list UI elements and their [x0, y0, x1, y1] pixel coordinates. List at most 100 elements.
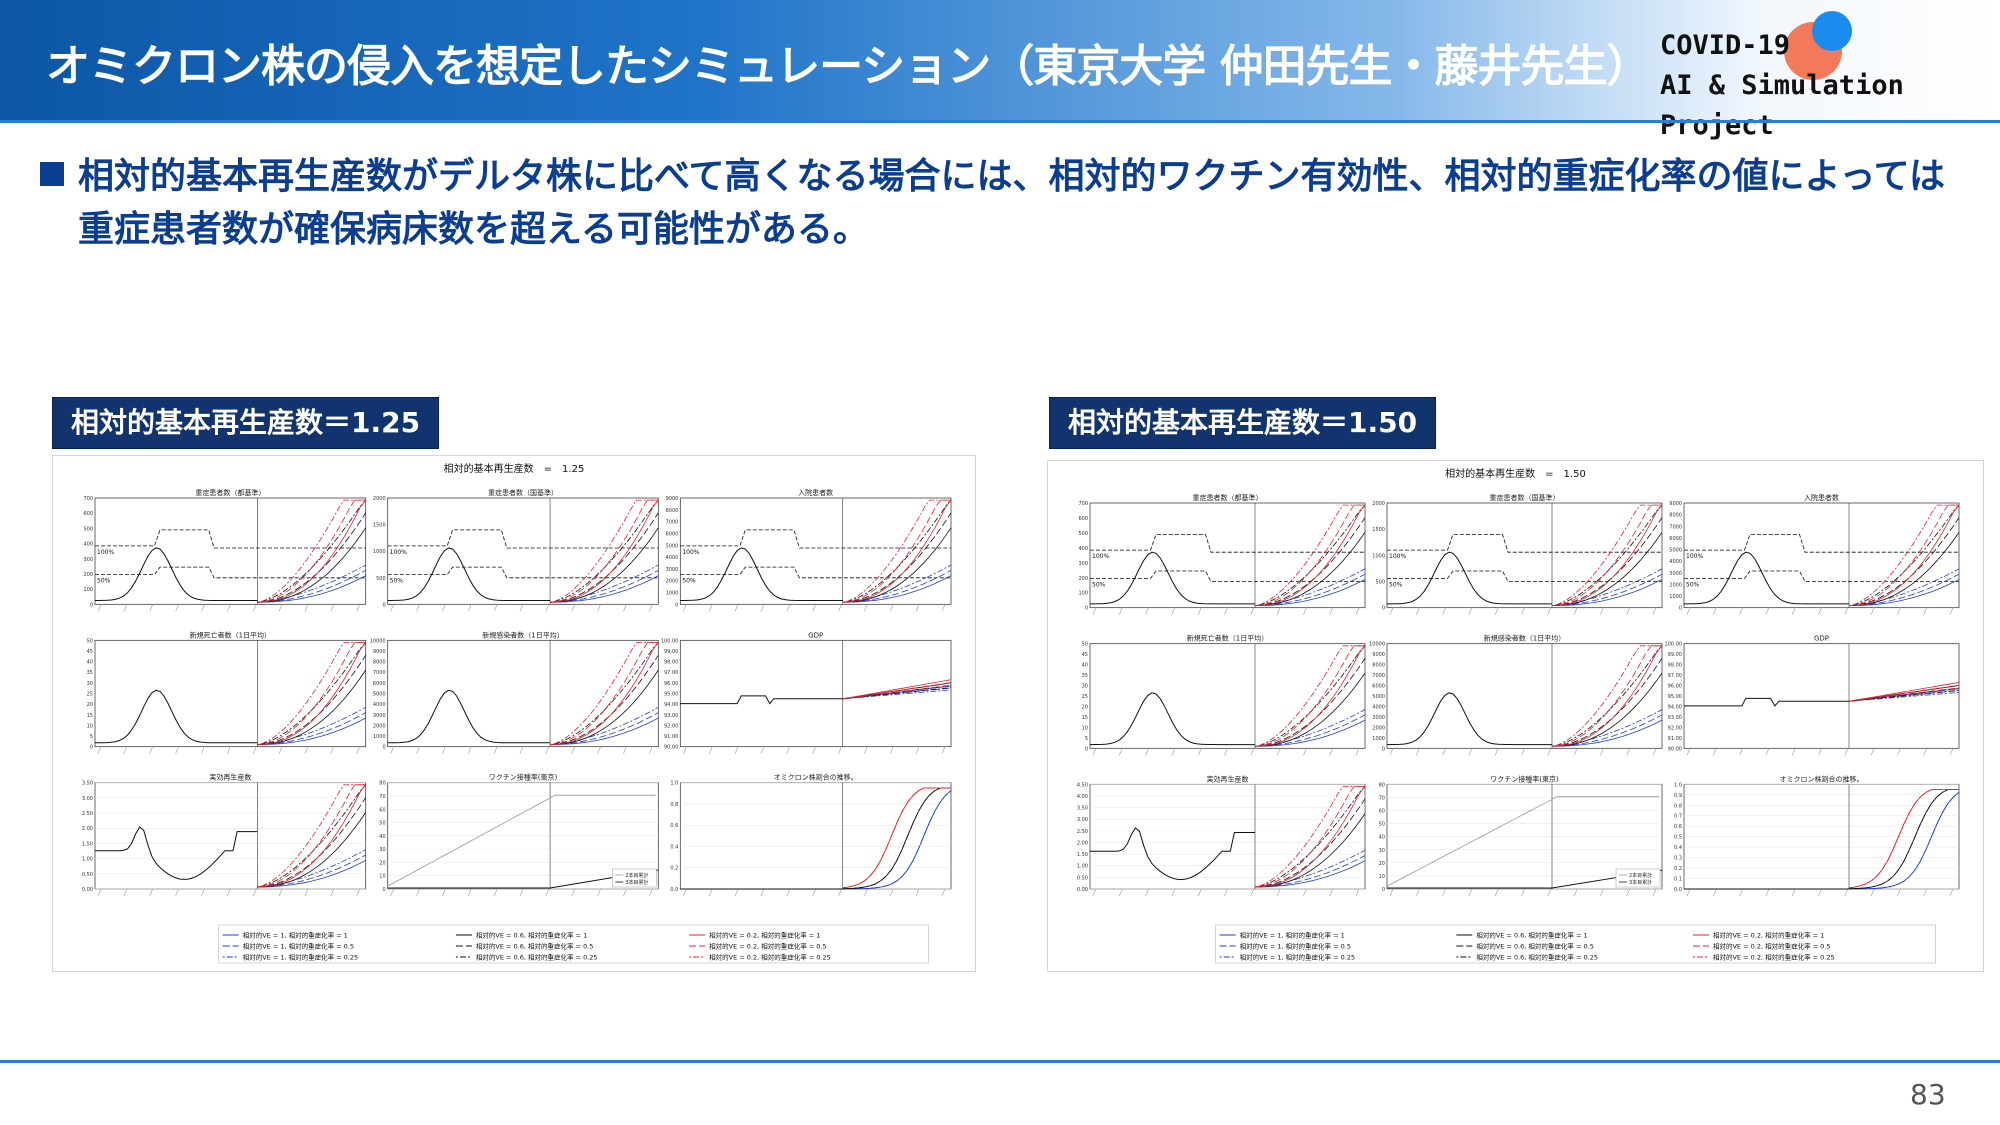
x-tick-label	[1119, 748, 1123, 756]
x-tick-label	[1389, 748, 1394, 756]
scenario-legend-box	[218, 924, 929, 964]
x-tick-label	[390, 746, 394, 754]
x-tick-label	[571, 604, 576, 612]
x-tick-label	[1468, 888, 1473, 897]
scenario-line	[257, 854, 366, 888]
y-tick-label: 1.50	[1077, 852, 1088, 858]
simulation-figure-left-svg: 相対的基本再生産数 = 1.25重症患者数（都基準）70060050040030…	[82, 462, 952, 964]
x-tick-label	[760, 604, 765, 612]
x-tick-label	[442, 604, 446, 612]
x-tick-label	[864, 888, 868, 897]
x-tick-label	[304, 604, 309, 612]
x-tick-label	[1119, 607, 1123, 615]
y-tick-label: 8000	[666, 508, 679, 514]
param-label-right: 相対的基本再生産数＝1.50	[1049, 397, 1437, 449]
x-tick-label	[1389, 607, 1394, 615]
y-tick-label: 0	[1085, 606, 1088, 612]
y-tick-label: 500	[1078, 531, 1088, 537]
panel-2: 重症患者数（国基準） 2000 1500 1000 500 0 100% 50%	[1372, 493, 1663, 615]
x-tick-label	[734, 888, 739, 897]
y-tick-label: 80	[379, 781, 385, 787]
scenario-legend-text: 相対的VE = 0.2, 相対的重症化率 = 1	[1713, 931, 1824, 940]
scenario-line	[257, 642, 366, 745]
y-tick-label: 3.50	[82, 781, 93, 787]
x-tick-label	[597, 604, 601, 612]
x-tick-label	[649, 604, 653, 612]
scenario-legend-text: 相対的VE = 1, 相対的重症化率 = 1	[243, 931, 348, 940]
x-tick-label	[1145, 607, 1149, 615]
x-tick-label	[1171, 748, 1176, 756]
y-tick-label: 0.8	[1674, 803, 1682, 809]
x-tick-label	[1897, 607, 1901, 615]
y-tick-label: 1000	[666, 591, 679, 597]
bed-capacity-100-line	[1387, 534, 1662, 553]
y-tick-label: 500	[1375, 580, 1385, 586]
x-tick-label	[175, 888, 179, 897]
y-tick-label: 0	[382, 745, 385, 751]
x-tick-label	[1092, 748, 1097, 756]
scenario-line	[550, 569, 659, 603]
y-tick-label: 0.8	[670, 802, 678, 808]
y-tick-label: 20	[379, 860, 385, 866]
x-tick-label	[1250, 607, 1255, 615]
x-tick-label	[1224, 748, 1228, 756]
x-tick-label	[1626, 888, 1630, 897]
scenario-line	[1254, 504, 1365, 606]
x-tick-label	[786, 604, 791, 612]
y-tick-label: 0	[1382, 606, 1385, 612]
y-tick-label: 0.1	[1674, 877, 1682, 883]
x-tick-label	[1197, 748, 1202, 756]
y-tick-label: 100.00	[661, 638, 679, 644]
y-tick-label: 2000	[373, 723, 386, 729]
scenario-line	[1848, 504, 1959, 606]
x-tick-label	[390, 604, 394, 612]
vaccine-legend-text: 3本目累計	[625, 879, 648, 886]
scenario-line	[550, 499, 659, 603]
y-tick-label: 10	[1379, 874, 1385, 880]
brand-line-2: AI & Simulation Project	[1660, 70, 1904, 141]
x-tick-label	[1686, 748, 1691, 756]
vaccine-legend-text: 2本目累計	[1629, 872, 1652, 879]
x-tick-label	[1250, 748, 1255, 756]
x-tick-label	[1224, 607, 1228, 615]
panel-title: 入院患者数	[1804, 493, 1839, 502]
x-tick-label	[1145, 888, 1149, 897]
y-tick-label: 4000	[373, 702, 386, 708]
y-tick-label: 97.00	[1668, 673, 1682, 679]
x-tick-label	[1949, 888, 1954, 897]
panel-5: 新規感染者数（1日平均）1000090008000700060005000400…	[1369, 634, 1663, 756]
x-tick-label	[1818, 888, 1822, 897]
x-tick-label	[175, 604, 179, 612]
y-tick-label: 0.7	[1674, 814, 1682, 820]
bed-capacity-50-line	[1684, 570, 1959, 582]
scenario-line	[1254, 532, 1366, 606]
scenario-legend-box	[1215, 924, 1936, 964]
panel-2: 重症患者数（国基準） 2000 1500 1000 500 0 100% 50%	[373, 488, 659, 612]
simulation-figure-right: 相対的基本再生産数 = 1.50 重症患者数（都基準） 700 600 500 400 30…	[1047, 460, 1984, 972]
x-tick-label	[545, 746, 550, 754]
x-tick-label	[356, 888, 360, 897]
x-tick-label	[1468, 748, 1473, 756]
x-tick-label	[227, 604, 231, 612]
x-tick-label	[1494, 748, 1499, 756]
scenario-line	[842, 787, 951, 889]
y-tick-label: 96.00	[1668, 684, 1682, 690]
y-tick-label: 2000	[1669, 582, 1682, 588]
y-tick-label: 1500	[1372, 527, 1385, 533]
y-tick-label: 40	[379, 834, 385, 840]
scenario-legend-text: 相対的VE = 1, 相対的重症化率 = 0.5	[243, 942, 354, 951]
scenario-line	[1848, 504, 1959, 606]
x-tick-label	[1521, 888, 1525, 897]
x-tick-label	[1791, 888, 1796, 897]
x-tick-label	[416, 746, 420, 754]
x-tick-label	[941, 746, 946, 754]
scenario-line	[1254, 579, 1366, 606]
bed-capacity-100-line	[95, 529, 366, 549]
y-tick-label: 15	[87, 713, 93, 719]
scenario-line	[1254, 798, 1366, 888]
y-tick-label: 5000	[1669, 548, 1682, 554]
y-tick-label: 600	[1078, 516, 1088, 522]
y-tick-label: 0.50	[1077, 875, 1088, 881]
x-tick-label	[123, 604, 128, 612]
